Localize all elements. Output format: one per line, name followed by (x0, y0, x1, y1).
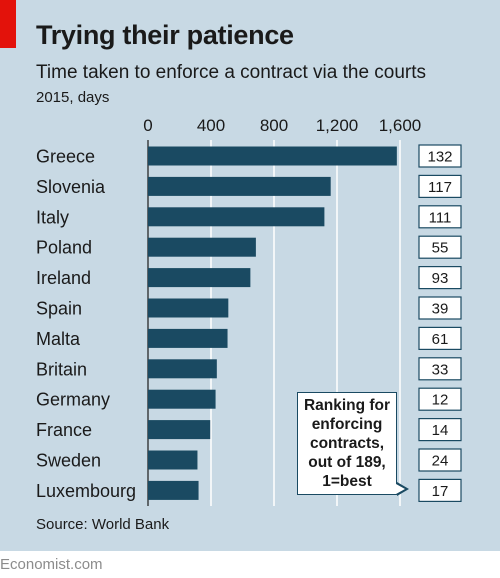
bar (148, 298, 229, 318)
bar (148, 207, 325, 227)
rank-value: 117 (428, 179, 452, 196)
brand-tag (0, 0, 16, 48)
rank-value: 93 (432, 270, 449, 287)
chart-title: Trying their patience (36, 20, 294, 50)
rank-box (418, 266, 462, 290)
bar (148, 176, 331, 196)
rank-box (418, 418, 462, 442)
bar-chart: 0 400 800 1,200 1,600 Greece Slovenia Italy Pola… (36, 116, 462, 506)
brand-watermark: Economist.com (0, 556, 103, 573)
rank-value: 14 (432, 422, 449, 439)
rank-box (418, 387, 462, 411)
category-label: Sweden (36, 451, 101, 471)
rank-box (418, 357, 462, 381)
rank-box (418, 478, 462, 502)
rank-value: 132 (427, 149, 452, 166)
bar (148, 420, 211, 440)
bar (148, 480, 199, 500)
bar (148, 450, 198, 470)
category-label: Greece (36, 147, 95, 167)
x-tick-label: 800 (260, 116, 288, 135)
category-label: Malta (36, 329, 81, 349)
bar (148, 146, 397, 166)
rank-box (418, 205, 462, 229)
chart-subtitle: Time taken to enforce a contract via the… (36, 62, 427, 83)
category-label: Ireland (36, 268, 91, 288)
rank-value: 24 (432, 453, 449, 470)
callout-pointer-fill (396, 484, 405, 494)
category-label: Luxembourg (36, 481, 136, 501)
bar (148, 328, 228, 348)
rank-box (418, 326, 462, 350)
x-tick-label: 1,200 (316, 116, 359, 135)
unit-note: 2015, days (36, 89, 110, 106)
rank-box (418, 448, 462, 472)
category-label: Britain (36, 359, 87, 379)
rank-value: 61 (432, 331, 449, 348)
rank-value: 39 (432, 301, 449, 318)
rank-value: 33 (432, 361, 449, 378)
source-note: Source: World Bank (36, 516, 170, 533)
rank-value: 12 (432, 392, 449, 409)
rank-value: 17 (432, 483, 449, 500)
category-label: Slovenia (36, 177, 106, 197)
rank-value: 55 (432, 240, 449, 257)
bar (148, 268, 251, 288)
x-tick-label: 1,600 (379, 116, 422, 135)
rank-box (418, 296, 462, 320)
rank-value: 111 (429, 209, 452, 226)
x-tick-label: 0 (143, 116, 152, 135)
category-label: Poland (36, 238, 92, 258)
bar (148, 359, 217, 379)
bar (148, 237, 256, 257)
category-label: France (36, 420, 92, 440)
category-label: Spain (36, 299, 82, 319)
rank-box (418, 174, 462, 198)
bar (148, 389, 216, 409)
rank-box (418, 235, 462, 259)
category-label: Germany (36, 390, 110, 410)
rank-box (418, 144, 462, 168)
category-label: Italy (36, 207, 69, 227)
x-tick-label: 400 (197, 116, 225, 135)
ranking-callout: Ranking for enforcing contracts, out of … (297, 392, 397, 495)
